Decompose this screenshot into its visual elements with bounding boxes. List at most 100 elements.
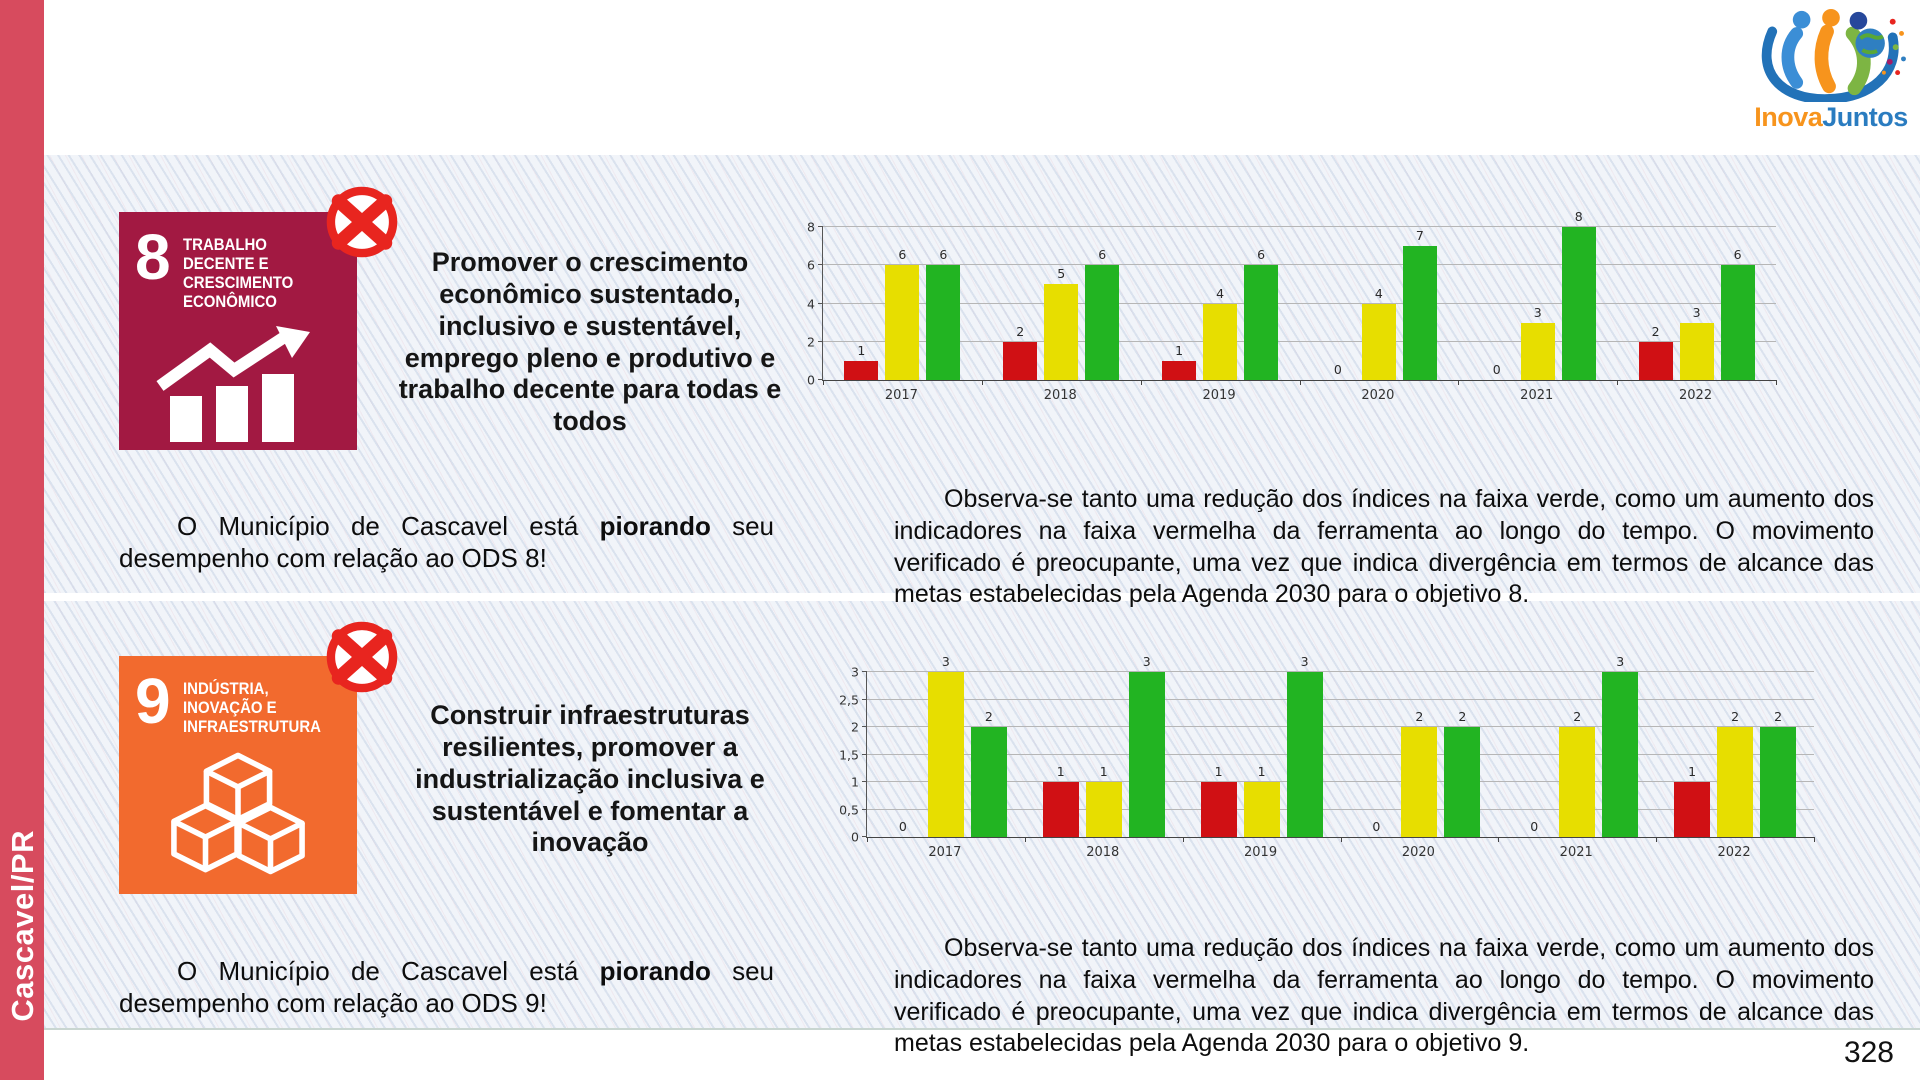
- ods8-observation-paragraph: Observa-se tanto uma redução dos índices…: [894, 485, 1874, 609]
- bar-slot: 1: [1243, 672, 1280, 837]
- x-axis-year-label: 2021: [1559, 845, 1593, 860]
- bar-slot: 6: [1244, 227, 1279, 380]
- value-label: 1: [857, 342, 866, 358]
- value-label: 1: [1056, 764, 1065, 779]
- gridline: [867, 671, 1814, 672]
- bar-faixa-verde: [1244, 265, 1279, 380]
- x-axis-year-label: 2018: [1043, 388, 1077, 403]
- bar-slot: 4: [1361, 227, 1396, 380]
- y-axis-tick-mark: [818, 226, 823, 227]
- value-label: 3: [1616, 654, 1625, 669]
- y-axis-tick-label: 6: [807, 257, 815, 273]
- ods9-title: INDÚSTRIA, INOVAÇÃO E INFRAESTRUTURA: [182, 679, 321, 737]
- bar-slot: 1: [1162, 227, 1197, 380]
- bar-faixa-verde: [1286, 672, 1323, 837]
- year-group-2019: 1 4 6: [1141, 227, 1300, 380]
- value-label: 2: [1458, 709, 1467, 724]
- bar-slot: 1: [844, 227, 879, 380]
- bar-slot: 2: [1717, 672, 1754, 837]
- x-axis-year-label: 2020: [1401, 845, 1435, 860]
- logo-wordmark: InovaJuntos: [1752, 102, 1910, 133]
- year-group-2020: 0 4 7: [1299, 227, 1458, 380]
- value-label: 4: [1374, 285, 1383, 301]
- bar-slot: 2: [1003, 227, 1038, 380]
- bar-faixa-amarela: [1559, 727, 1596, 837]
- growth-chart-icon: [156, 326, 310, 442]
- year-group-2022: 2 3 6: [1617, 227, 1776, 380]
- bar-slot: 1: [1674, 672, 1711, 837]
- value-label: 0: [1530, 819, 1539, 834]
- gridline: [867, 781, 1814, 782]
- gridline: [867, 726, 1814, 727]
- statement-text: O Município de Cascavel está: [177, 511, 600, 541]
- y-axis-tick-mark: [818, 340, 823, 342]
- y-axis-tick-label: 0: [851, 829, 859, 845]
- chart-plot-area: 0 2 4 6 8 1 6 6 2 5 6 1 4 6 0 4 7 0 3 8 2 3 6: [807, 209, 1777, 388]
- bar-slot: 6: [926, 227, 961, 380]
- value-label: 1: [1175, 342, 1184, 358]
- x-axis-tick-mark: [981, 380, 983, 385]
- value-label: 2: [1016, 323, 1025, 339]
- value-label: 0: [898, 819, 907, 834]
- bar-faixa-amarela: [1520, 322, 1555, 380]
- inovajuntos-logo-graphic: [1761, 8, 1906, 104]
- y-axis-tick-label: 1,5: [839, 747, 859, 762]
- gridline: [823, 226, 1776, 227]
- x-axis-year-label: 2020: [1361, 388, 1395, 403]
- value-label: 6: [1257, 247, 1266, 263]
- x-axis-year-label: 2019: [1202, 388, 1236, 403]
- bar-faixa-vermelha: [1638, 341, 1673, 380]
- ods9-observation-paragraph: Observa-se tanto uma redução dos índices…: [894, 934, 1874, 1058]
- value-label: 6: [939, 247, 948, 263]
- bar-slot: 0: [1321, 227, 1355, 380]
- cubes-icon: [171, 752, 305, 875]
- bar-faixa-verde: [1402, 246, 1437, 380]
- ods9-icon: 9 INDÚSTRIA, INOVAÇÃO E INFRAESTRUTURA: [119, 656, 357, 894]
- x-axis-tick-mark: [1617, 380, 1619, 385]
- bar-slot: 2: [1559, 672, 1596, 837]
- bar-groups: 0 3 2 1 1 3 1 1 3 0 2 2 0 2 3 1 2 2: [867, 654, 1814, 837]
- y-axis-tick-mark: [862, 781, 867, 782]
- bar-faixa-verde: [1760, 727, 1797, 837]
- year-group-2021: 0 3 8: [1458, 209, 1617, 380]
- statement-text: seu desempenho com relação ao ODS 9!: [119, 956, 774, 1019]
- x-axis-year-label: 2022: [1717, 845, 1751, 860]
- ods9-goal-headline: Construir infraestruturas resilientes, p…: [415, 700, 765, 858]
- value-label: 1: [1099, 764, 1108, 779]
- ods8-icon: 8 TRABALHO DECENTE E CRESCIMENTO ECONÔMI…: [119, 212, 357, 450]
- bar-faixa-amarela: [1679, 322, 1714, 380]
- ods8-icon-header: 8 TRABALHO DECENTE E CRESCIMENTO ECONÔMI…: [119, 212, 357, 311]
- x-axis-year-label: 2018: [1086, 845, 1120, 860]
- statement-text: O Município de Cascavel está: [177, 956, 600, 986]
- chart-plot-area: 0 0,5 1 1,5 2 2,5 3 0 3 2 1 1 3 1 1 3 0 2 2 0 2 3 1 2 2: [839, 654, 1815, 845]
- bar-slot: 3: [1286, 654, 1323, 837]
- y-axis-tick-label: 3: [851, 664, 859, 680]
- ods9-bar-chart: 0 0,5 1 1,5 2 2,5 3 0 3 2 1 1 3 1 1 3 0 2 2 0 2 3 1 2 2 2017 2018 2…: [839, 654, 1815, 860]
- x-axis-year-label: 2017: [928, 845, 962, 860]
- bar-slot: 3: [1520, 227, 1555, 380]
- value-label: 2: [1415, 709, 1424, 724]
- x-axis-tick-mark: [1458, 380, 1460, 385]
- year-group-2020: 0 2 2: [1340, 672, 1498, 837]
- bar-slot: 1: [1200, 672, 1237, 837]
- logo-wordmark-inova: Inova: [1754, 102, 1823, 132]
- x-axis-tick-mark: [867, 837, 868, 842]
- value-label: 6: [1098, 247, 1107, 263]
- ods8-title: TRABALHO DECENTE E CRESCIMENTO ECONÔMICO: [182, 235, 293, 312]
- y-axis-tick-label: 4: [807, 296, 815, 311]
- value-label: 7: [1415, 228, 1424, 244]
- bar-faixa-verde: [1720, 265, 1755, 380]
- bar-slot: 0: [1358, 672, 1394, 837]
- bar-faixa-amarela: [1243, 782, 1280, 837]
- x-axis-tick-mark: [1814, 837, 1815, 842]
- y-axis-tick-label: 2: [807, 334, 815, 350]
- bar-slot: 0: [885, 672, 921, 837]
- x-axis-tick-mark: [1024, 837, 1026, 842]
- year-group-2018: 1 1 3: [1025, 654, 1183, 837]
- bar-faixa-vermelha: [1042, 782, 1079, 837]
- bar-groups: 1 6 6 2 5 6 1 4 6 0 4 7 0 3 8 2 3 6: [823, 209, 1776, 380]
- value-label: 8: [1574, 209, 1583, 224]
- bar-slot: 1: [1042, 672, 1079, 837]
- y-axis-tick-label: 8: [807, 219, 815, 235]
- y-axis-tick-label: 0: [807, 372, 815, 388]
